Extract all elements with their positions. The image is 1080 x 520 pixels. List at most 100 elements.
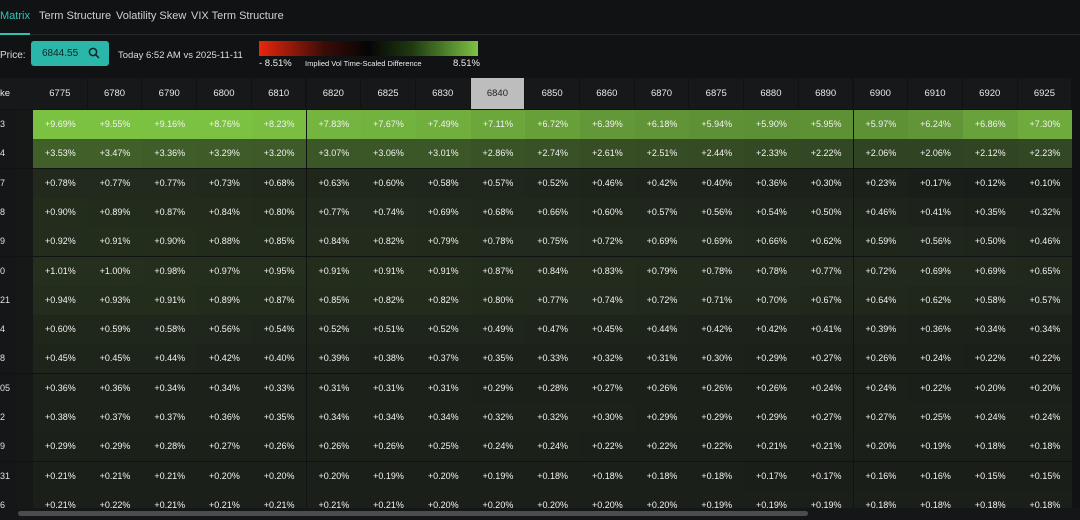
matrix-cell: +0.50% — [962, 227, 1018, 257]
matrix-cell: +0.25% — [415, 432, 471, 462]
matrix-cell: +0.80% — [470, 285, 526, 315]
matrix-cell: +1.00% — [87, 256, 143, 286]
matrix-cell: +0.35% — [470, 344, 526, 374]
matrix-cell: +3.36% — [142, 139, 198, 169]
matrix-cell: +0.33% — [251, 373, 307, 403]
row-label: 7 — [0, 168, 18, 198]
matrix-cell: +9.55% — [87, 110, 143, 139]
matrix-cell: +0.20% — [1017, 373, 1073, 403]
scrollbar-thumb[interactable] — [18, 511, 808, 516]
matrix-cell: +0.34% — [142, 373, 198, 403]
matrix-cell: +0.46% — [853, 197, 909, 227]
matrix-cell: +0.58% — [142, 315, 198, 345]
legend-gradient — [259, 41, 478, 56]
matrix-cell: +0.22% — [962, 344, 1018, 374]
matrix-cell: +0.67% — [798, 285, 854, 315]
matrix-cell: +0.66% — [525, 197, 580, 227]
matrix-cell: +0.54% — [251, 315, 307, 345]
matrix-cell: +0.29% — [744, 403, 799, 432]
matrix-cell: +0.20% — [251, 461, 307, 491]
column-header: 6880 — [744, 78, 798, 109]
matrix-cell: +0.80% — [251, 197, 307, 227]
matrix-cell: +0.16% — [853, 461, 909, 491]
matrix-cell: +0.27% — [853, 403, 909, 432]
row-gutter — [18, 197, 33, 227]
price-button[interactable]: 6844.55 — [31, 41, 109, 66]
matrix-cell: +0.77% — [525, 285, 580, 315]
matrix-cell: +0.36% — [744, 168, 799, 198]
column-header: 6800 — [197, 78, 251, 109]
matrix-cell: +0.42% — [197, 344, 252, 374]
matrix-cell: +0.24% — [470, 432, 526, 462]
matrix-cell: +0.54% — [744, 197, 799, 227]
tab[interactable]: Matrix — [0, 0, 30, 35]
matrix-cell: +0.29% — [87, 432, 143, 462]
matrix-cell: +5.94% — [689, 110, 745, 139]
matrix-cell: +0.60% — [361, 168, 416, 198]
row-gutter — [18, 315, 33, 345]
matrix-cell: +0.59% — [853, 227, 909, 257]
matrix-cell: +0.24% — [525, 432, 580, 462]
matrix-cell: +0.77% — [798, 256, 854, 286]
legend-title: Implied Vol Time-Scaled Difference — [305, 59, 422, 68]
matrix-cell: +0.84% — [197, 197, 252, 227]
matrix-cell: +3.20% — [251, 139, 307, 169]
matrix-cell: +0.34% — [361, 403, 416, 432]
matrix-cell: +0.24% — [853, 373, 909, 403]
matrix-cell: +0.18% — [962, 432, 1018, 462]
matrix-cell: +0.90% — [142, 227, 198, 257]
row-gutter — [18, 461, 33, 491]
matrix-cell: +0.29% — [634, 403, 690, 432]
matrix-cell: +0.56% — [197, 315, 252, 345]
tab[interactable]: Volatility Skew — [116, 10, 187, 22]
matrix-cell: +0.71% — [689, 285, 745, 315]
column-header: 6925 — [1017, 78, 1072, 109]
matrix-cell: +0.68% — [470, 197, 526, 227]
matrix-cell: +7.67% — [361, 110, 416, 139]
column-header: 6790 — [142, 78, 197, 109]
matrix-cell: +0.65% — [1017, 256, 1073, 286]
row-label: 31 — [0, 461, 18, 491]
matrix-cell: +0.21% — [744, 432, 799, 462]
matrix-cell: +2.33% — [744, 139, 799, 169]
matrix-cell: +0.31% — [415, 373, 471, 403]
matrix-cell: +0.69% — [908, 256, 963, 286]
matrix-cell: +0.40% — [251, 344, 307, 374]
matrix-cell: +2.06% — [908, 139, 963, 169]
matrix-cell: +0.24% — [1017, 403, 1073, 432]
matrix-cell: +0.82% — [415, 285, 471, 315]
tab[interactable]: Term Structure — [39, 10, 112, 22]
matrix-cell: +0.27% — [580, 373, 635, 403]
matrix-cell: +0.42% — [744, 315, 799, 345]
matrix-cell: +0.40% — [689, 168, 745, 198]
tab[interactable]: VIX Term Structure — [191, 10, 284, 22]
matrix-cell: +6.39% — [580, 110, 635, 139]
column-header: 6870 — [634, 78, 689, 109]
row-gutter — [18, 373, 33, 403]
matrix-cell: +0.58% — [962, 285, 1018, 315]
matrix-cell: +2.22% — [798, 139, 854, 169]
matrix-cell: +2.44% — [689, 139, 745, 169]
matrix-cell: +0.77% — [142, 168, 198, 198]
matrix-cell: +0.50% — [798, 197, 854, 227]
matrix-cell: +0.59% — [87, 315, 143, 345]
matrix-cell: +7.30% — [1017, 110, 1073, 139]
column-header: 6780 — [87, 78, 142, 109]
matrix-cell: +0.84% — [306, 227, 362, 257]
matrix-cell: +0.87% — [470, 256, 526, 286]
matrix-cell: +0.56% — [908, 227, 963, 257]
matrix-cell: +0.34% — [415, 403, 471, 432]
matrix-cell: +2.74% — [525, 139, 580, 169]
matrix-cell: +0.30% — [689, 344, 745, 374]
matrix-cell: +0.29% — [33, 432, 88, 462]
matrix-cell: +0.49% — [470, 315, 526, 345]
matrix-cell: +0.26% — [689, 373, 745, 403]
matrix-cell: +0.70% — [744, 285, 799, 315]
matrix-cell: +0.45% — [87, 344, 143, 374]
matrix-cell: +0.28% — [142, 432, 198, 462]
matrix-cell: +3.47% — [87, 139, 143, 169]
matrix-cell: +2.51% — [634, 139, 690, 169]
matrix-cell: +0.97% — [197, 256, 252, 286]
matrix-cell: +6.86% — [962, 110, 1018, 139]
